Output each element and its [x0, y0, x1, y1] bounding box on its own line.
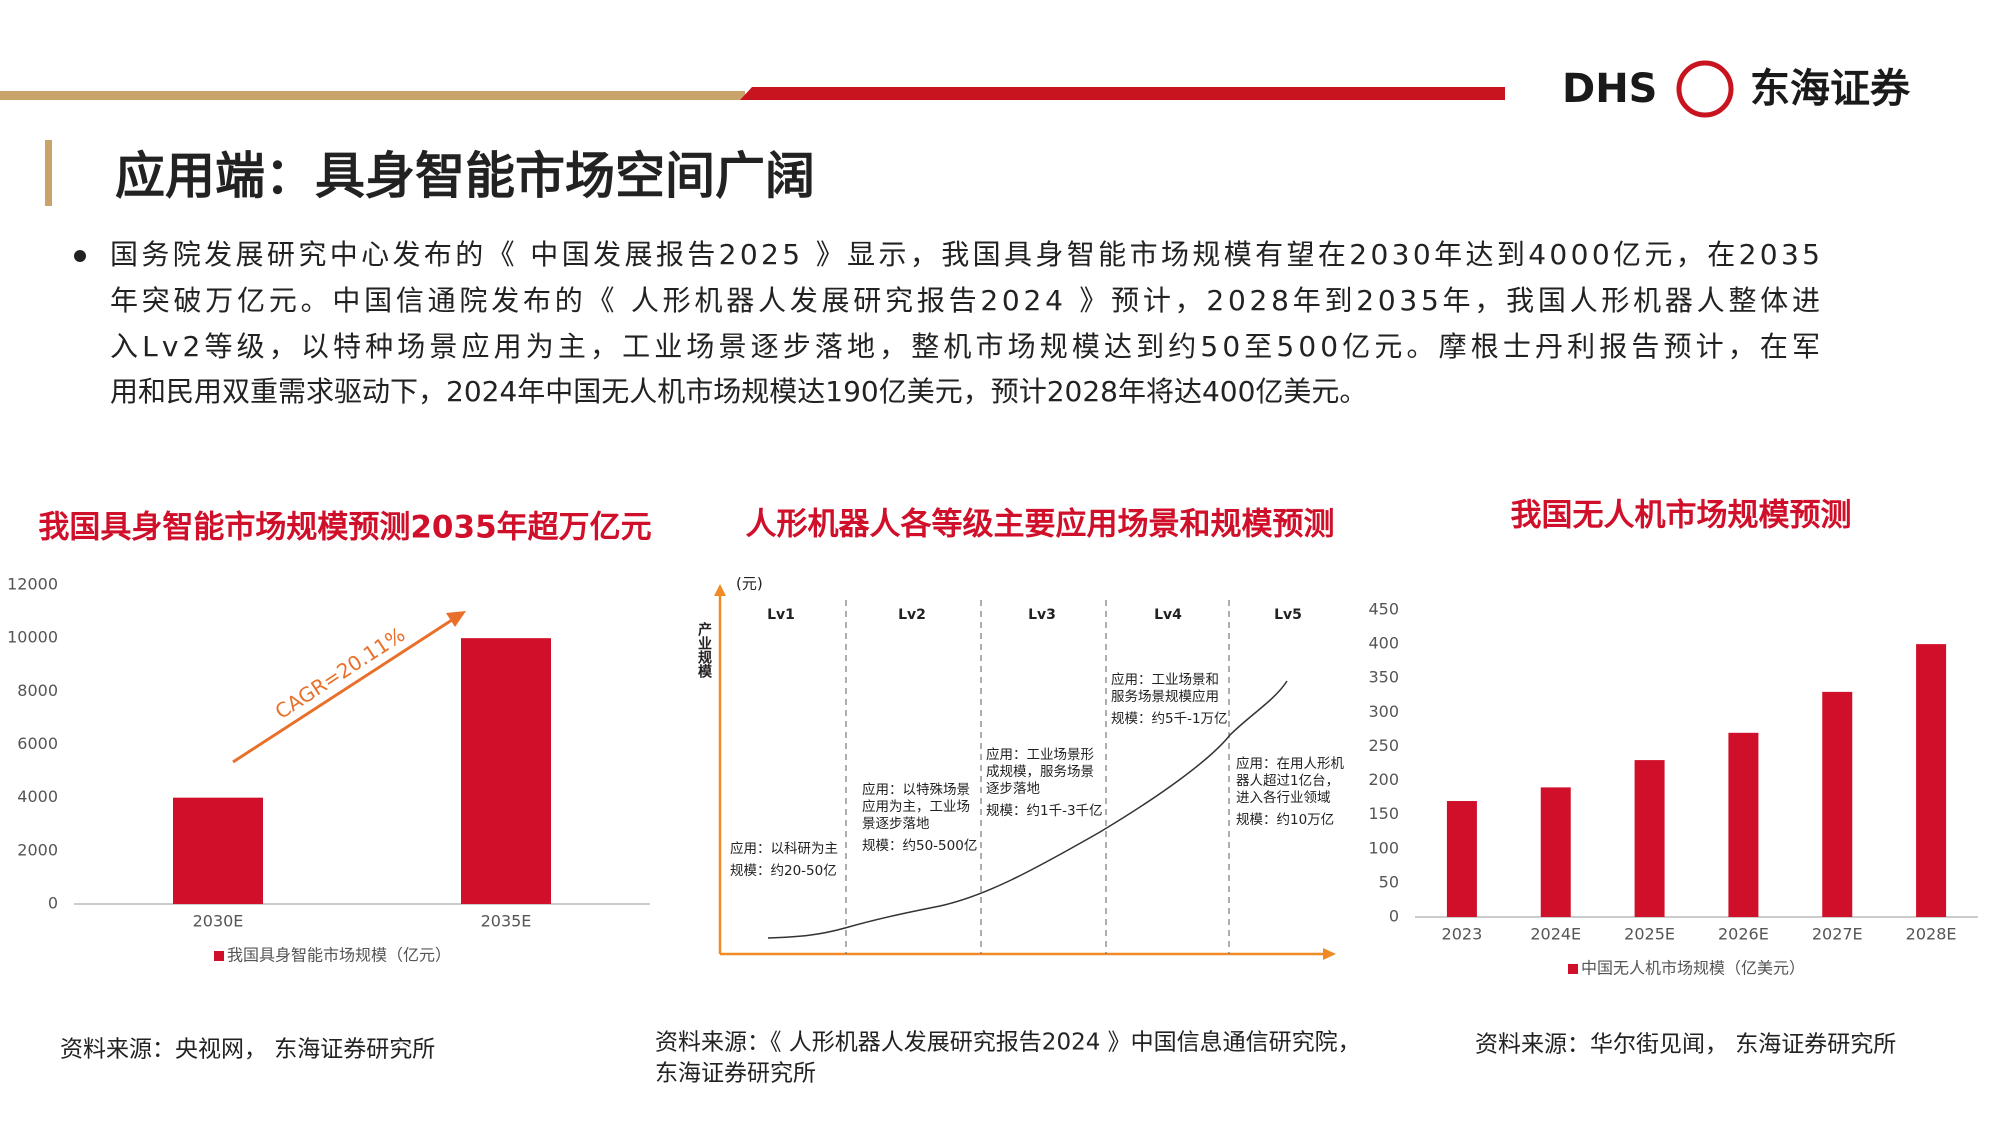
diagram-unit: (元) [736, 575, 763, 593]
bar [1822, 691, 1853, 917]
source: 资料来源：《 人形机器人发展研究报告2024 》中国信息通信研究院， [655, 1030, 1361, 1056]
level-note: 逐步落地 [986, 781, 1040, 797]
level-label: Lv3 [1028, 607, 1056, 623]
bullet-line: 用和民用双重需求驱动下，2024年中国无人机市场规模达190亿美元，预计2028… [110, 375, 1367, 408]
header-gold-bar [0, 91, 745, 100]
y-tick-label: 100 [1368, 838, 1399, 857]
diagram-y-label: 产业规模 [696, 621, 712, 679]
source: 资料来源：华尔街见闻， 东海证券研究所 [1475, 1032, 1896, 1058]
y-tick-label: 450 [1368, 600, 1399, 619]
diagram-title: 人形机器人各等级主要应用场景和规模预测 [746, 507, 1335, 543]
annotation: CAGR=20.11% [271, 622, 410, 724]
level-note: 应用：在用人形机 [1236, 755, 1344, 772]
bar [461, 638, 551, 904]
x-tick-label: 2028E [1906, 925, 1957, 944]
bar [1446, 801, 1477, 917]
y-tick-label: 8000 [17, 681, 58, 700]
y-tick-label: 250 [1368, 736, 1399, 755]
y-tick-label: 6000 [17, 734, 58, 753]
x-tick-label: 2030E [193, 912, 244, 931]
diagram-y-arrow [714, 584, 726, 596]
bullet-dot [74, 250, 86, 262]
logo-en: DHS [1562, 66, 1658, 112]
y-tick-label: 350 [1368, 668, 1399, 687]
legend-swatch [214, 951, 224, 961]
logo-cn: 东海证券 [1750, 66, 1911, 112]
y-tick-label: 0 [48, 894, 58, 913]
growth-curve [767, 680, 1288, 939]
level-note: 器人超过1亿台， [1236, 773, 1339, 789]
bar [1916, 644, 1947, 917]
level-note: 应用：工业场景形 [986, 746, 1094, 763]
source: 资料来源：央视网， 东海证券研究所 [60, 1037, 435, 1063]
slide-title: 应用端：具身智能市场空间广阔 [115, 146, 815, 205]
legend-label: 中国无人机市场规模（亿美元） [1581, 959, 1805, 978]
title-accent [45, 140, 52, 206]
cagr-arrow [232, 616, 456, 764]
bullet-line: 入Lv2等级，以特种场景应用为主，工业场景逐步落地，整机市场规模达到约50至50… [110, 330, 1820, 363]
y-tick-label: 50 [1379, 872, 1399, 891]
level-note: 规模：约20-50亿 [730, 863, 837, 879]
level-note: 进入各行业领域 [1236, 790, 1331, 806]
cagr-arrowhead [446, 611, 466, 627]
bar [1634, 760, 1665, 917]
level-note: 应用：以科研为主 [730, 840, 838, 857]
diagram-x-arrow [1323, 948, 1336, 960]
x-tick-label: 2024E [1530, 925, 1581, 944]
level-note: 应用：工业场景和 [1111, 671, 1219, 688]
source: 东海证券研究所 [655, 1061, 816, 1087]
y-tick-label: 4000 [17, 787, 58, 806]
chart-title: 我国无人机市场规模预测 [1511, 498, 1852, 534]
level-label: Lv4 [1154, 607, 1182, 623]
x-tick-label: 2023 [1442, 925, 1483, 944]
bar [1728, 732, 1759, 917]
level-note: 应用为主，工业场 [862, 798, 970, 815]
level-label: Lv1 [767, 607, 795, 623]
y-tick-label: 150 [1368, 804, 1399, 823]
level-label: Lv5 [1274, 607, 1302, 623]
x-tick-label: 2035E [481, 912, 532, 931]
bullet-line: 年突破万亿元。中国信通院发布的《 人形机器人发展研究报告2024 》预计，202… [110, 284, 1820, 317]
level-note: 服务场景规模应用 [1111, 688, 1219, 705]
legend-label: 我国具身智能市场规模（亿元） [227, 946, 451, 965]
bar [1540, 787, 1571, 917]
level-note: 规模：约1千-3千亿 [986, 803, 1103, 819]
level-note: 规模：约50-500亿 [862, 838, 977, 854]
x-tick-label: 2026E [1718, 925, 1769, 944]
y-tick-label: 2000 [17, 840, 58, 859]
level-label: Lv2 [898, 607, 926, 623]
y-tick-label: 0 [1389, 907, 1399, 926]
x-tick-label: 2027E [1812, 925, 1863, 944]
y-tick-label: 300 [1368, 702, 1399, 721]
level-note: 应用：以特殊场景 [862, 781, 970, 798]
y-tick-label: 200 [1368, 770, 1399, 789]
y-tick-label: 400 [1368, 634, 1399, 653]
bar [173, 797, 263, 904]
y-tick-label: 12000 [7, 575, 58, 594]
x-tick-label: 2025E [1624, 925, 1675, 944]
level-note: 规模：约5千-1万亿 [1111, 711, 1228, 727]
bullet-line: 国务院发展研究中心发布的《 中国发展报告2025 》显示，我国具身智能市场规模有… [110, 238, 1820, 271]
chart-title: 我国具身智能市场规模预测2035年超万亿元 [38, 510, 651, 546]
logo-emblem [1676, 60, 1734, 118]
legend-swatch [1568, 964, 1578, 974]
level-note: 成规模，服务场景 [986, 764, 1094, 780]
y-tick-label: 10000 [7, 628, 58, 647]
level-note: 规模：约10万亿 [1236, 812, 1334, 828]
level-note: 景逐步落地 [862, 816, 930, 832]
header-red-bar [740, 87, 1505, 100]
